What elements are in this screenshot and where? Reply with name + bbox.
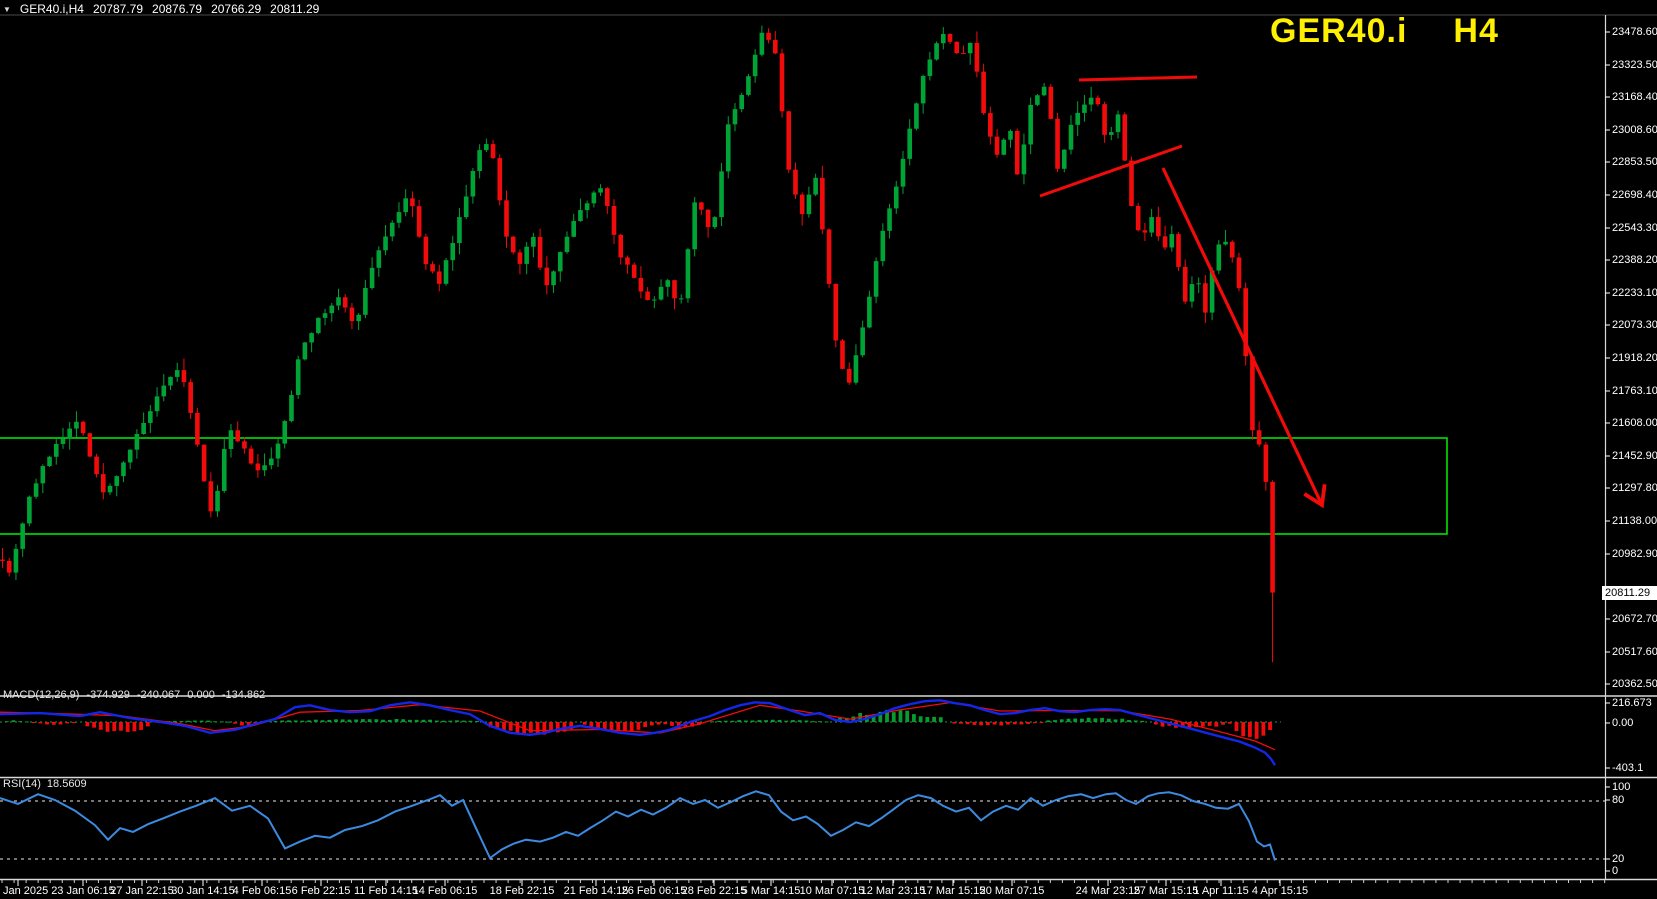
time-axis-label: 27 Jan 22:15 [110, 885, 174, 897]
trendline [1039, 144, 1183, 198]
rsi-axis-label: 80 [1612, 794, 1625, 806]
rsi-name: RSI(14) [3, 778, 41, 790]
expand-ohlc-icon[interactable]: ▼ [3, 4, 11, 14]
time-axis-label: 11 Feb 14:15 [353, 885, 419, 897]
time-axis-label: 24 Mar 23:15 [1075, 885, 1141, 897]
macd-axis-label: 0.00 [1612, 717, 1634, 729]
ohlc-close-value: 20811.29 [270, 2, 320, 16]
time-axis-label: 18 Feb 22:15 [489, 885, 555, 897]
rsi-axis-label: 100 [1612, 781, 1631, 793]
time-axis-label: 6 Feb 22:15 [291, 885, 351, 897]
rsi-value: 18.5609 [46, 778, 87, 790]
time-axis-label: 23 Jan 06:15 [51, 885, 115, 897]
ohlc-low-value: 20766.29 [211, 2, 262, 16]
current-price-tag: 20811.29 [1602, 586, 1657, 600]
macd-value-4: -134.862 [221, 689, 266, 701]
price-axis-label: 23008.60 [1612, 124, 1657, 136]
ohlc-high-value: 20876.79 [152, 2, 203, 16]
time-axis-label: 20 Jan 2025 [0, 885, 49, 897]
time-axis-label: 4 Feb 06:15 [232, 885, 292, 897]
price-axis-label: 22233.10 [1612, 287, 1657, 299]
macd-axis-label: 216.673 [1612, 697, 1652, 709]
ohlc-open-value: 20787.79 [92, 2, 144, 16]
rsi-indicator-label: RSI(14) 18.5609 [3, 778, 87, 790]
macd-indicator-label: MACD(12,26,9) -374.929 -240.067 0.000 -1… [3, 689, 265, 701]
price-axis-label: 21763.10 [1612, 385, 1657, 397]
time-axis-label: 1 Apr 11:15 [1193, 885, 1249, 897]
price-axis-label: 22853.50 [1612, 156, 1657, 168]
price-axis-label: 22698.40 [1612, 189, 1657, 201]
time-axis-label: 4 Apr 15:15 [1251, 885, 1309, 897]
price-axis-label: 21608.00 [1612, 417, 1657, 429]
time-axis-label: 12 Mar 23:15 [860, 885, 926, 897]
price-axis-label: 20982.90 [1612, 548, 1657, 560]
time-axis-label: 30 Jan 14:15 [171, 885, 235, 897]
time-axis-label: 5 Mar 14:15 [741, 885, 801, 897]
price-axis-label: 23478.60 [1612, 26, 1657, 38]
symbol-watermark: GER40.i H4 [1270, 12, 1499, 51]
price-axis-label: 22073.30 [1612, 319, 1657, 331]
watermark-timeframe: H4 [1453, 12, 1499, 50]
price-axis-label: 21918.20 [1612, 352, 1657, 364]
macd-axis-label: -403.1 [1612, 762, 1644, 774]
time-axis-label: 20 Mar 07:15 [979, 885, 1045, 897]
watermark-symbol: GER40.i [1270, 12, 1408, 50]
price-axis-label: 22543.30 [1612, 222, 1657, 234]
price-axis-label: 20517.60 [1612, 646, 1657, 658]
price-axis-label: 21452.90 [1612, 450, 1657, 462]
price-axis-label: 21138.00 [1612, 515, 1657, 527]
time-axis-label: 28 Feb 22:15 [681, 885, 747, 897]
price-axis-label: 21297.80 [1612, 482, 1657, 494]
time-axis-label: 21 Feb 14:15 [563, 885, 629, 897]
time-axis-label: 10 Mar 07:15 [799, 885, 865, 897]
time-axis-label: 14 Feb 06:15 [412, 885, 478, 897]
symbol-timeframe-label: GER40.i,H4 [19, 2, 84, 16]
price-axis-label: 23323.50 [1612, 59, 1657, 71]
price-axis-label: 20672.70 [1612, 613, 1657, 625]
trendline [1078, 75, 1198, 82]
macd-name: MACD(12,26,9) [3, 689, 80, 701]
time-axis-label: 26 Feb 06:15 [621, 885, 687, 897]
time-axis-label: 27 Mar 15:15 [1133, 885, 1199, 897]
support-zone-box [0, 437, 1448, 535]
rsi-axis-label: 0 [1612, 865, 1619, 877]
macd-value-3: 0.000 [187, 689, 215, 701]
sell-arrow [1161, 167, 1327, 509]
time-axis-label: 17 Mar 15:15 [920, 885, 986, 897]
price-axis-label: 22388.20 [1612, 254, 1657, 266]
price-axis-label: 20362.50 [1612, 678, 1657, 690]
price-axis-label: 23168.40 [1612, 91, 1657, 103]
macd-value-1: -374.929 [86, 689, 130, 701]
rsi-axis-label: 20 [1612, 853, 1625, 865]
symbol-info-bar: ▼ GER40.i,H4 20787.79 20876.79 20766.29 … [3, 2, 319, 16]
macd-value-2: -240.067 [136, 689, 181, 701]
